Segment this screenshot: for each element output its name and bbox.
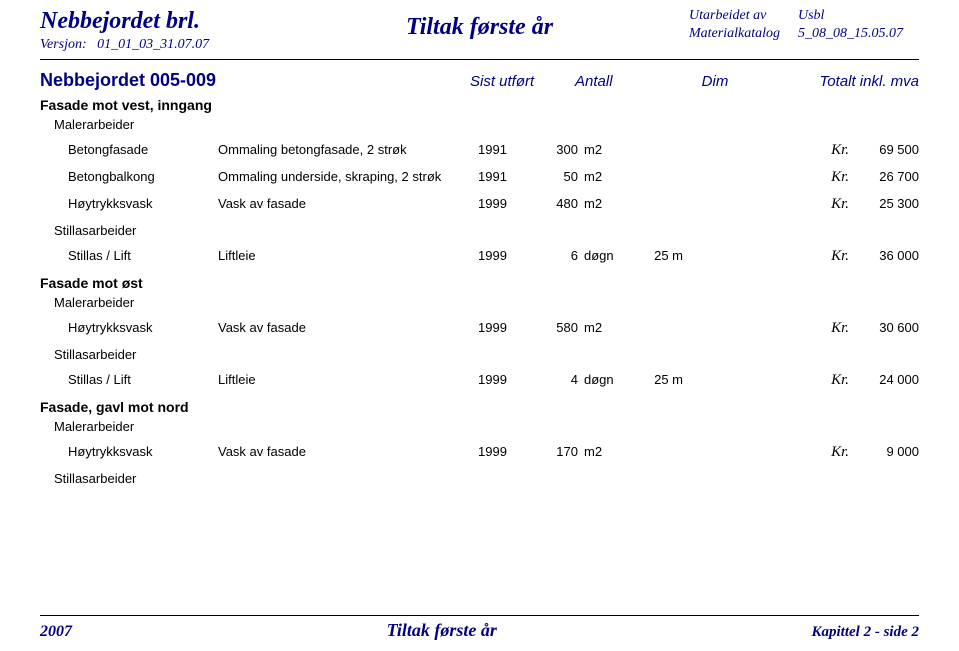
cell-desc: Liftleie (218, 248, 478, 263)
cell-item: Betongbalkong (68, 169, 218, 184)
table-row: BetongbalkongOmmaling underside, skrapin… (68, 169, 919, 186)
cell-unit: døgn (578, 248, 623, 263)
cell-item: Høytrykksvask (68, 444, 218, 459)
footer-year: 2007 (40, 623, 72, 641)
cell-amount: 26 700 (849, 169, 919, 184)
header-divider (40, 59, 919, 60)
cell-amount: 9 000 (849, 444, 919, 459)
cell-qty: 480 (538, 196, 578, 211)
cell-currency: Kr. (683, 142, 849, 159)
cell-currency: Kr. (683, 372, 849, 389)
footer-page: Kapittel 2 - side 2 (812, 624, 920, 641)
cell-year: 1999 (478, 196, 538, 211)
cell-year: 1991 (478, 169, 538, 184)
group-title: Fasade mot vest, inngang (40, 97, 919, 113)
table-row: HøytrykksvaskVask av fasade1999170m2 Kr.9… (68, 444, 919, 461)
cell-year: 1999 (478, 444, 538, 459)
cell-qty: 170 (538, 444, 578, 459)
subgroup-title: Malerarbeider (54, 117, 919, 132)
cell-amount: 30 600 (849, 320, 919, 335)
subgroup-title: Stillasarbeider (54, 347, 919, 362)
groups-container: Fasade mot vest, inngang Malerarbeider Bet… (40, 97, 919, 486)
cell-qty: 6 (538, 248, 578, 263)
cell-amount: 36 000 (849, 248, 919, 263)
cell-currency: Kr. (683, 444, 849, 461)
cell-amount: 69 500 (849, 142, 919, 157)
col-total: Totalt inkl. mva (780, 73, 919, 90)
version-label: Versjon: (40, 37, 87, 52)
col-sist: Sist utført (470, 73, 565, 90)
cell-year: 1999 (478, 248, 538, 263)
cell-year: 1991 (478, 142, 538, 157)
subgroup-title: Malerarbeider (54, 419, 919, 434)
meta-by-value: Usbl (798, 8, 903, 24)
version-value: 01_01_03_31.07.07 (97, 37, 209, 52)
section-title: Nebbejordet 005-009 (40, 70, 470, 91)
cell-qty: 580 (538, 320, 578, 335)
header-center: Tiltak første år (340, 8, 619, 41)
cell-currency: Kr. (683, 320, 849, 337)
footer-title: Tiltak første år (387, 620, 497, 641)
cell-desc: Vask av fasade (218, 196, 478, 211)
cell-qty: 300 (538, 142, 578, 157)
group-title: Fasade mot øst (40, 275, 919, 291)
cell-desc: Liftleie (218, 372, 478, 387)
column-headers: Sist utført Antall Dim Totalt inkl. mva (470, 73, 919, 90)
doc-title: Nebbejordet brl. (40, 8, 340, 35)
meta-by-label: Utarbeidet av (689, 8, 780, 24)
center-title: Tiltak første år (340, 14, 619, 41)
page: Nebbejordet brl. Versjon: 01_01_03_31.07… (0, 0, 959, 486)
cell-unit: m2 (578, 169, 623, 184)
subgroup-title: Malerarbeider (54, 295, 919, 310)
footer: 2007 Tiltak første år Kapittel 2 - side … (40, 615, 919, 641)
cell-desc: Ommaling underside, skraping, 2 strøk (218, 169, 478, 184)
cell-unit: døgn (578, 372, 623, 387)
subgroup-title: Stillasarbeider (54, 471, 919, 486)
subgroup-title: Stillasarbeider (54, 223, 919, 238)
table-row: HøytrykksvaskVask av fasade1999580m2 Kr.3… (68, 320, 919, 337)
section-header: Nebbejordet 005-009 Sist utført Antall D… (40, 70, 919, 91)
cell-dim: 25 m (623, 372, 683, 387)
cell-item: Høytrykksvask (68, 196, 218, 211)
cell-dim: 25 m (623, 248, 683, 263)
table-row: BetongfasadeOmmaling betongfasade, 2 str… (68, 142, 919, 159)
cell-desc: Ommaling betongfasade, 2 strøk (218, 142, 478, 157)
meta-catalog-label: Materialkatalog (689, 26, 780, 42)
cell-currency: Kr. (683, 196, 849, 213)
header-right: Utarbeidet av Materialkatalog Usbl 5_08_… (619, 8, 919, 42)
footer-row: 2007 Tiltak første år Kapittel 2 - side … (40, 620, 919, 641)
meta-values: Usbl 5_08_08_15.05.07 (798, 8, 903, 42)
cell-amount: 25 300 (849, 196, 919, 211)
header: Nebbejordet brl. Versjon: 01_01_03_31.07… (40, 8, 919, 53)
cell-item: Betongfasade (68, 142, 218, 157)
cell-item: Stillas / Lift (68, 372, 218, 387)
table-row: HøytrykksvaskVask av fasade1999480m2 Kr.2… (68, 196, 919, 213)
cell-desc: Vask av fasade (218, 444, 478, 459)
table-row: Stillas / LiftLiftleie19996døgn25 mKr.36… (68, 248, 919, 265)
cell-currency: Kr. (683, 169, 849, 186)
footer-divider (40, 615, 919, 616)
cell-item: Stillas / Lift (68, 248, 218, 263)
cell-desc: Vask av fasade (218, 320, 478, 335)
cell-currency: Kr. (683, 248, 849, 265)
cell-unit: m2 (578, 142, 623, 157)
cell-year: 1999 (478, 372, 538, 387)
group-title: Fasade, gavl mot nord (40, 399, 919, 415)
meta-labels: Utarbeidet av Materialkatalog (689, 8, 780, 42)
cell-amount: 24 000 (849, 372, 919, 387)
version-line: Versjon: 01_01_03_31.07.07 (40, 37, 340, 53)
cell-unit: m2 (578, 320, 623, 335)
cell-unit: m2 (578, 196, 623, 211)
cell-qty: 50 (538, 169, 578, 184)
cell-year: 1999 (478, 320, 538, 335)
meta-catalog-value: 5_08_08_15.05.07 (798, 26, 903, 42)
cell-qty: 4 (538, 372, 578, 387)
col-antall: Antall (575, 73, 650, 90)
table-row: Stillas / LiftLiftleie19994døgn25 mKr.24… (68, 372, 919, 389)
header-left: Nebbejordet brl. Versjon: 01_01_03_31.07… (40, 8, 340, 53)
cell-item: Høytrykksvask (68, 320, 218, 335)
col-dim: Dim (660, 73, 770, 90)
cell-unit: m2 (578, 444, 623, 459)
